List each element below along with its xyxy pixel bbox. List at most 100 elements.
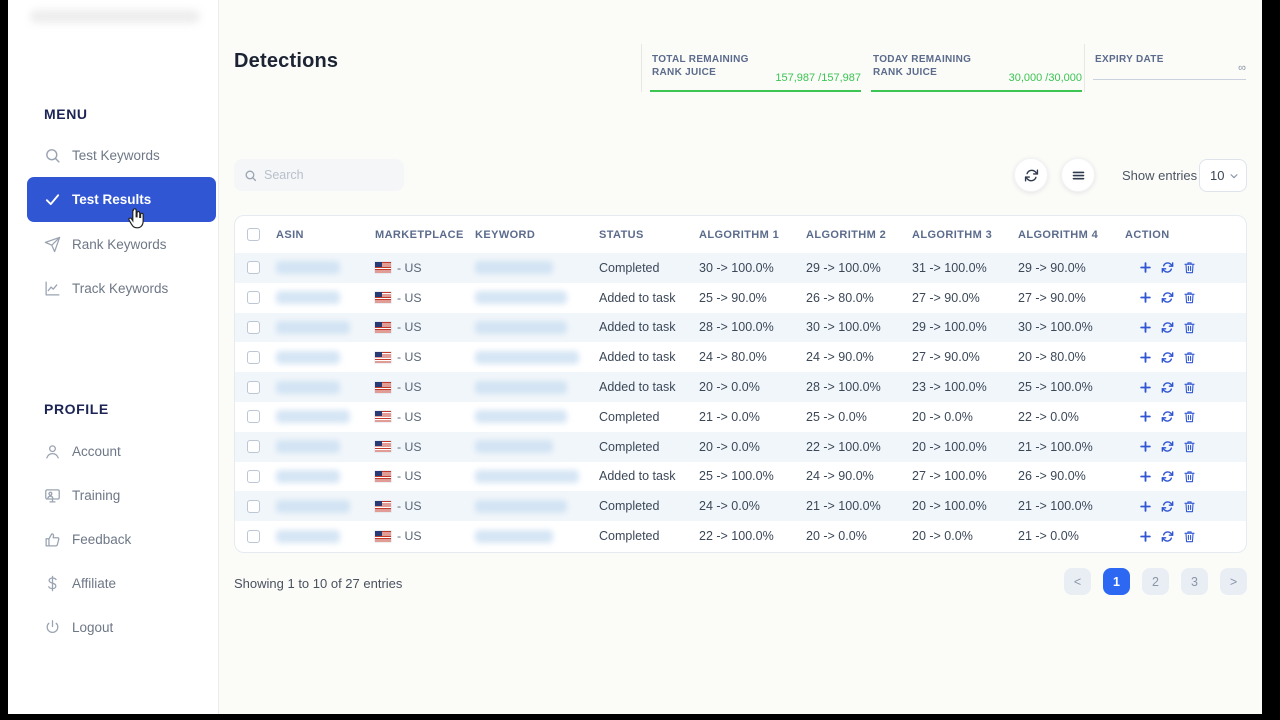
algorithm-2-cell: 28 -> 100.0% <box>806 380 881 395</box>
add-task-button[interactable] <box>1139 440 1152 453</box>
add-task-button[interactable] <box>1139 261 1152 274</box>
list-menu-button[interactable] <box>1061 158 1095 192</box>
retest-button[interactable] <box>1161 500 1174 513</box>
retest-button[interactable] <box>1161 321 1174 334</box>
row-actions <box>1125 321 1246 334</box>
stat-value: 30,000 /30,000 <box>1008 72 1082 84</box>
sidebar-profile-item-account[interactable]: Account <box>8 429 218 473</box>
retest-button[interactable] <box>1161 440 1174 453</box>
algorithm-4-cell: 21 -> 100.0% <box>1018 439 1093 454</box>
table-row: - US Added to task 28 -> 100.0% 30 -> 100.0… <box>235 312 1246 343</box>
row-checkbox[interactable] <box>247 380 260 394</box>
pagination-prev-button[interactable]: < <box>1064 568 1091 595</box>
keyword-redacted <box>475 261 553 275</box>
stat-label: EXPIRY DATE <box>1095 54 1164 65</box>
sidebar-profile-item-feedback[interactable]: Feedback <box>8 517 218 561</box>
add-task-button[interactable] <box>1139 530 1152 543</box>
asin-redacted <box>276 469 340 483</box>
row-checkbox[interactable] <box>247 440 260 454</box>
status-cell: Added to task <box>599 320 676 335</box>
delete-button[interactable] <box>1183 500 1196 513</box>
algorithm-3-cell: 29 -> 100.0% <box>912 320 987 335</box>
add-task-button[interactable] <box>1139 321 1152 334</box>
retest-button[interactable] <box>1161 291 1174 304</box>
delete-button[interactable] <box>1183 440 1196 453</box>
sidebar-profile-item-affiliate[interactable]: Affiliate <box>8 561 218 605</box>
algorithm-3-cell: 20 -> 0.0% <box>912 409 973 424</box>
add-task-button[interactable] <box>1139 500 1152 513</box>
delete-button[interactable] <box>1183 321 1196 334</box>
row-checkbox[interactable] <box>247 499 260 513</box>
stat-total-remaining-rank-juice: TOTAL REMAINING RANK JUICE 157,987 /157,9… <box>641 44 863 92</box>
search-input[interactable] <box>264 168 384 182</box>
retest-button[interactable] <box>1161 261 1174 274</box>
sidebar-menu-item-test-results[interactable]: Test Results <box>27 177 216 222</box>
sidebar-profile-item-label: Training <box>72 487 121 503</box>
refresh-button[interactable] <box>1014 158 1048 192</box>
delete-button[interactable] <box>1183 470 1196 483</box>
us-flag-icon <box>375 530 391 542</box>
pagination-next-button[interactable]: > <box>1220 568 1247 595</box>
row-actions <box>1125 470 1246 483</box>
sidebar-menu-item-test-keywords[interactable]: Test Keywords <box>8 133 218 177</box>
search-box <box>234 159 404 191</box>
add-task-button[interactable] <box>1139 351 1152 364</box>
marketplace-cell: - US <box>375 469 475 483</box>
row-checkbox[interactable] <box>247 350 260 364</box>
refresh-icon <box>1024 168 1039 183</box>
pagination-page-3-button[interactable]: 3 <box>1181 568 1208 595</box>
search-icon <box>244 169 257 182</box>
add-task-button[interactable] <box>1139 470 1152 483</box>
algorithm-2-cell: 21 -> 100.0% <box>806 499 881 514</box>
delete-button[interactable] <box>1183 410 1196 423</box>
entries-select[interactable]: 10 <box>1199 159 1247 192</box>
row-checkbox[interactable] <box>247 320 260 334</box>
pagination-page-2-button[interactable]: 2 <box>1142 568 1169 595</box>
marketplace-label: - US <box>397 499 422 514</box>
delete-button[interactable] <box>1183 291 1196 304</box>
retest-button[interactable] <box>1161 470 1174 483</box>
table-row: - US Added to task 20 -> 0.0% 28 -> 100.0% 2… <box>235 372 1246 402</box>
chevron-down-icon <box>1229 171 1239 181</box>
sidebar-profile-item-logout[interactable]: Logout <box>8 605 218 649</box>
marketplace-label: - US <box>397 320 422 335</box>
retest-button[interactable] <box>1161 530 1174 543</box>
row-checkbox[interactable] <box>247 469 260 483</box>
delete-button[interactable] <box>1183 261 1196 274</box>
sidebar-menu-item-track-keywords[interactable]: Track Keywords <box>8 266 218 310</box>
sidebar-profile-item-training[interactable]: Training <box>8 473 218 517</box>
row-actions <box>1125 351 1246 364</box>
status-cell: Added to task <box>599 350 676 365</box>
retest-button[interactable] <box>1161 351 1174 364</box>
delete-button[interactable] <box>1183 530 1196 543</box>
algorithm-4-cell: 21 -> 0.0% <box>1018 529 1079 544</box>
sidebar-menu-item-rank-keywords[interactable]: Rank Keywords <box>8 222 218 266</box>
user-icon <box>44 443 61 460</box>
delete-button[interactable] <box>1183 351 1196 364</box>
row-checkbox[interactable] <box>247 291 260 305</box>
algorithm-1-cell: 25 -> 100.0% <box>699 469 774 484</box>
add-task-button[interactable] <box>1139 291 1152 304</box>
pagination-page-1-button[interactable]: 1 <box>1103 568 1130 595</box>
status-cell: Added to task <box>599 380 676 395</box>
retest-button[interactable] <box>1161 410 1174 423</box>
asin-redacted <box>276 350 340 364</box>
entries-summary: Showing 1 to 10 of 27 entries <box>234 576 403 591</box>
delete-button[interactable] <box>1183 381 1196 394</box>
retest-button[interactable] <box>1161 381 1174 394</box>
row-checkbox[interactable] <box>247 261 260 275</box>
algorithm-3-cell: 20 -> 100.0% <box>912 439 987 454</box>
column-header-algorithm-4: ALGORITHM 4 <box>1018 228 1099 241</box>
add-task-button[interactable] <box>1139 410 1152 423</box>
algorithm-2-cell: 24 -> 90.0% <box>806 469 874 484</box>
pagination: <1 2 3 > <box>1064 568 1247 595</box>
row-actions <box>1125 500 1246 513</box>
algorithm-1-cell: 20 -> 0.0% <box>699 380 760 395</box>
row-checkbox[interactable] <box>247 410 260 424</box>
add-task-button[interactable] <box>1139 381 1152 394</box>
thumb-icon <box>44 531 61 548</box>
algorithm-3-cell: 20 -> 0.0% <box>912 529 973 544</box>
row-checkbox[interactable] <box>247 529 260 543</box>
select-all-checkbox[interactable] <box>247 228 260 241</box>
status-cell: Completed <box>599 409 660 424</box>
